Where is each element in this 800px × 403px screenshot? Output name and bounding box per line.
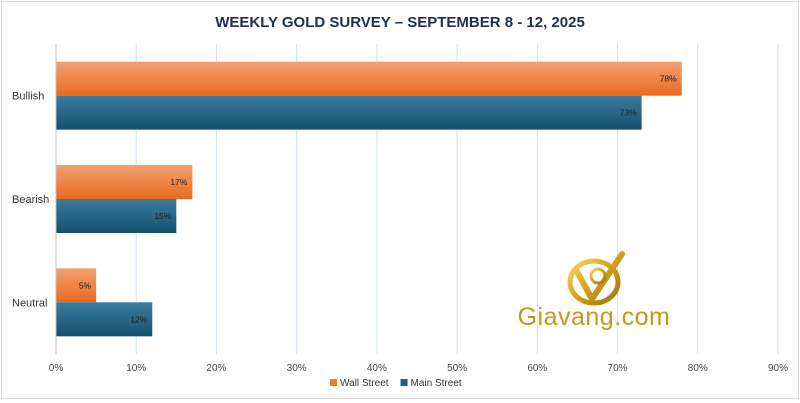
x-tick-label: 90% xyxy=(768,363,788,374)
bars xyxy=(56,61,682,337)
x-tick-label: 50% xyxy=(447,363,467,374)
data-label: 17% xyxy=(170,177,187,187)
x-tick-label: 20% xyxy=(206,363,226,374)
bar-main-street xyxy=(56,302,153,337)
watermark-text: Giavang.com xyxy=(518,303,671,331)
y-category-label: Neutral xyxy=(12,297,47,309)
bar-main-street xyxy=(56,199,177,233)
giavang-logo-icon xyxy=(567,251,625,306)
legend-swatch xyxy=(330,379,337,386)
bar-wall-street xyxy=(56,61,682,96)
x-tick-label: 10% xyxy=(126,363,146,374)
data-label: 5% xyxy=(79,280,92,290)
data-labels: 78% 73% 17% 15% 5% 12% xyxy=(79,74,677,325)
legend-label: Wall Street xyxy=(340,378,389,389)
watermark-logo: Giavang.com xyxy=(518,251,671,331)
legend: Wall Street Main Street xyxy=(330,378,462,389)
legend-swatch xyxy=(400,379,408,386)
data-label: 12% xyxy=(130,314,147,324)
axes: 0% 10% 20% 30% 40% 50% 60% 70% 80% 90% Bullish Bear… xyxy=(12,44,788,374)
x-tick-label: 70% xyxy=(608,363,628,374)
x-tick-label: 60% xyxy=(527,363,547,374)
chart-title: WEEKLY GOLD SURVEY – SEPTEMBER 8 - 12, 2… xyxy=(215,14,585,31)
legend-label: Main Street xyxy=(411,378,462,389)
bar-wall-street xyxy=(56,268,97,303)
x-tick-label: 0% xyxy=(49,363,64,374)
data-label: 73% xyxy=(620,108,637,118)
x-tick-label: 40% xyxy=(367,363,387,374)
x-tick-label: 30% xyxy=(287,363,307,374)
data-label: 78% xyxy=(660,74,677,84)
bar-chart: WEEKLY GOLD SURVEY – SEPTEMBER 8 - 12, 2… xyxy=(12,14,788,389)
x-tick-label: 80% xyxy=(688,363,708,374)
y-category-label: Bearish xyxy=(12,194,49,206)
data-label: 15% xyxy=(154,211,171,221)
bar-main-street xyxy=(56,95,642,130)
y-category-label: Bullish xyxy=(12,91,44,103)
bar-wall-street xyxy=(56,165,193,199)
